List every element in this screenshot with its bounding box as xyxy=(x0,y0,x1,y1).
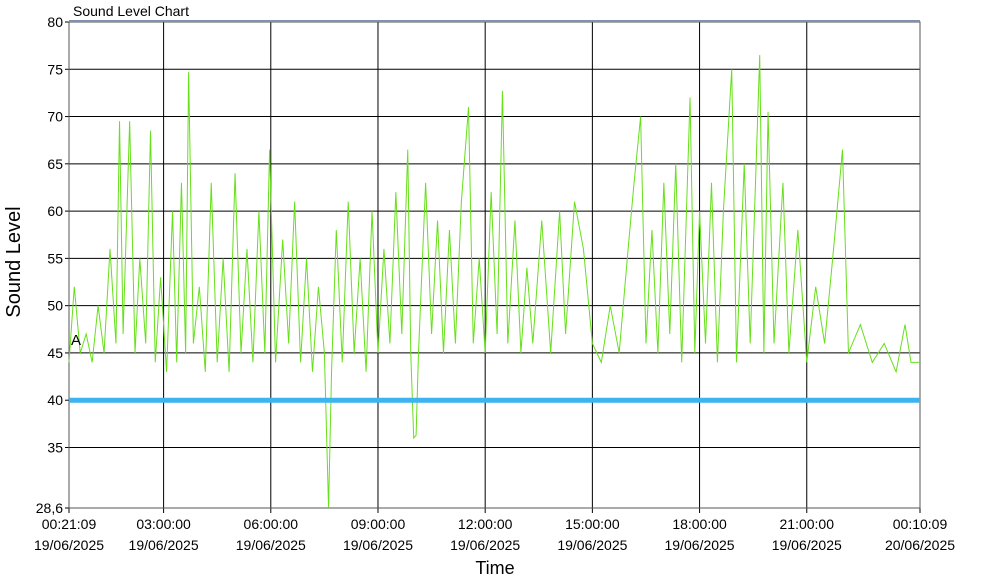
y-tick-label: 50 xyxy=(47,298,63,314)
x-axis-label: Time xyxy=(475,558,514,578)
y-tick-label: 80 xyxy=(47,14,63,30)
data-line xyxy=(68,55,920,509)
x-tick-date: 19/06/2025 xyxy=(34,537,104,553)
y-tick-label: 55 xyxy=(47,250,63,266)
x-tick-date: 19/06/2025 xyxy=(129,537,199,553)
y-axis-label: Sound Level xyxy=(3,206,25,317)
x-tick-time: 03:00:00 xyxy=(136,516,191,532)
x-tick-date: 19/06/2025 xyxy=(450,537,520,553)
y-tick-label: 28,6 xyxy=(36,500,63,516)
x-tick-time: 15:00:00 xyxy=(565,516,620,532)
x-tick-date: 19/06/2025 xyxy=(557,537,627,553)
y-tick-label: 65 xyxy=(47,156,63,172)
annotation: A xyxy=(71,332,81,349)
y-tick-label: 60 xyxy=(47,203,63,219)
x-tick-time: 12:00:00 xyxy=(458,516,513,532)
y-tick-label: 40 xyxy=(47,392,63,408)
y-tick-label: 35 xyxy=(47,439,63,455)
x-tick-time: 06:00:00 xyxy=(244,516,299,532)
y-tick-label: 75 xyxy=(47,61,63,77)
x-tick-time: 00:10:09 xyxy=(893,516,948,532)
x-tick-time: 21:00:00 xyxy=(780,516,835,532)
x-tick-time: 00:21:09 xyxy=(42,516,97,532)
x-tick-time: 18:00:00 xyxy=(672,516,727,532)
x-tick-time: 09:00:00 xyxy=(351,516,406,532)
x-tick-date: 19/06/2025 xyxy=(343,537,413,553)
y-tick-label: 45 xyxy=(47,345,63,361)
x-tick-date: 19/06/2025 xyxy=(772,537,842,553)
y-tick-label: 70 xyxy=(47,109,63,125)
x-tick-date: 19/06/2025 xyxy=(236,537,306,553)
x-tick-date: 20/06/2025 xyxy=(885,537,955,553)
x-tick-date: 19/06/2025 xyxy=(665,537,735,553)
chart-title: Sound Level Chart xyxy=(73,3,189,19)
